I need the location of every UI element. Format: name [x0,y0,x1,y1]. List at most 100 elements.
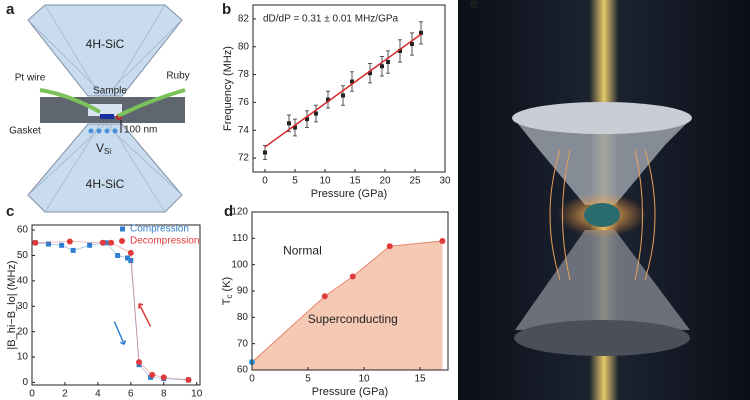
y-axis-label: (K) [221,277,233,295]
point [326,97,330,102]
x-tick-label: 15 [414,374,426,385]
point [185,376,192,383]
label: VSi [96,141,111,156]
point [419,30,423,35]
area [252,240,443,370]
bottom-diamond [515,230,690,330]
y-tick-label: 80 [237,312,249,323]
x-tick-label: 10 [358,374,370,385]
x-tick-label: 5 [292,176,298,187]
x-tick-label: 15 [349,176,361,187]
region-label: Superconducting [308,312,398,326]
line [35,241,189,381]
point [287,121,291,126]
point [398,48,402,53]
point [314,111,318,116]
point [386,243,393,250]
point [127,249,134,256]
y-tick-label: 40 [17,276,29,287]
y-tick-label: 76 [238,97,250,108]
point [108,239,115,246]
x-axis-label: Pressure (GPa) [311,188,387,200]
panel-label: a [6,1,15,18]
table [512,102,692,134]
y-tick-label: 20 [17,326,29,337]
x-tick-label: 2 [62,389,68,400]
x-tick-label: 10 [319,176,331,187]
point [160,374,167,381]
point [87,242,93,248]
point [149,371,156,378]
sample [100,114,114,119]
panel-label: b [222,1,231,18]
fit-line [264,33,422,148]
x-tick-label: 10 [191,389,203,400]
panel-label: c [6,203,14,220]
y-tick-label: 30 [17,301,29,312]
y-axis-label: c [225,295,234,299]
y-tick-label: 0 [22,377,28,388]
annotation: dD/dP = 0.31 ± 0.01 MHz/GPa [263,14,399,25]
y-tick-label: 120 [231,207,248,218]
bottom-anvil [27,123,183,213]
x-tick-label: 0 [249,374,255,385]
y-tick-label: 70 [237,338,249,349]
point [45,241,51,247]
point [70,247,76,253]
y-tick-label: 100 [231,259,248,270]
arrow [138,303,152,327]
y-axis-label: |B_hi−B_lo| (MHz) [6,260,18,349]
point [386,60,390,65]
label: Si [104,147,111,156]
y-tick-label: 60 [237,365,249,376]
x-tick-label: 0 [262,176,268,187]
label: 4H-SiC [86,37,125,51]
vsi-dots [88,128,118,134]
y-tick-label: 60 [17,225,29,236]
y-tick-label: 80 [238,41,250,52]
point [293,125,297,130]
y-tick-label: 78 [238,69,250,80]
point [305,117,309,122]
point [59,242,65,248]
point [380,64,384,69]
point [368,71,372,76]
facet-lines [27,4,183,213]
pt-wire [39,88,186,118]
legend-label: Decompression [130,236,199,247]
x-tick-label: 4 [95,389,101,400]
region-label: Normal [283,244,322,258]
plot-frame [252,4,446,173]
plot-frame [31,224,201,386]
label: Ruby [166,71,189,82]
point [263,150,267,155]
label: Pt wire [15,73,46,84]
point [66,238,73,245]
y-axis-label: T [221,298,233,305]
y-tick-label: 50 [17,250,29,261]
x-tick-label: 0 [29,389,35,400]
y-tick-label: 72 [238,153,250,164]
label: 4H-SiC [86,177,125,191]
y-axis-label: Frequency (MHz) [222,46,234,131]
y-tick-label: 74 [238,125,250,136]
x-tick-label: 25 [409,176,421,187]
x-tick-label: 30 [439,176,451,187]
y-tick-label: 90 [237,286,249,297]
y-tick-label: 82 [238,14,250,25]
legend-marker [120,226,125,232]
x-tick-label: 20 [379,176,391,187]
point [321,293,328,300]
point [115,252,121,258]
dac-diagram: a 4H-SiC Pt wire Ruby Sample Gasket 100 … [6,1,190,213]
point [148,374,154,380]
point [439,237,446,244]
field-lines [549,149,656,281]
top-diamond [515,120,690,205]
x-axis-label: Pressure (GPa) [312,386,388,398]
y-tick-label: 10 [17,352,29,363]
sample [584,203,620,227]
x-tick-label: 8 [161,389,167,400]
illustration: e [458,0,750,400]
chamber [88,104,122,116]
